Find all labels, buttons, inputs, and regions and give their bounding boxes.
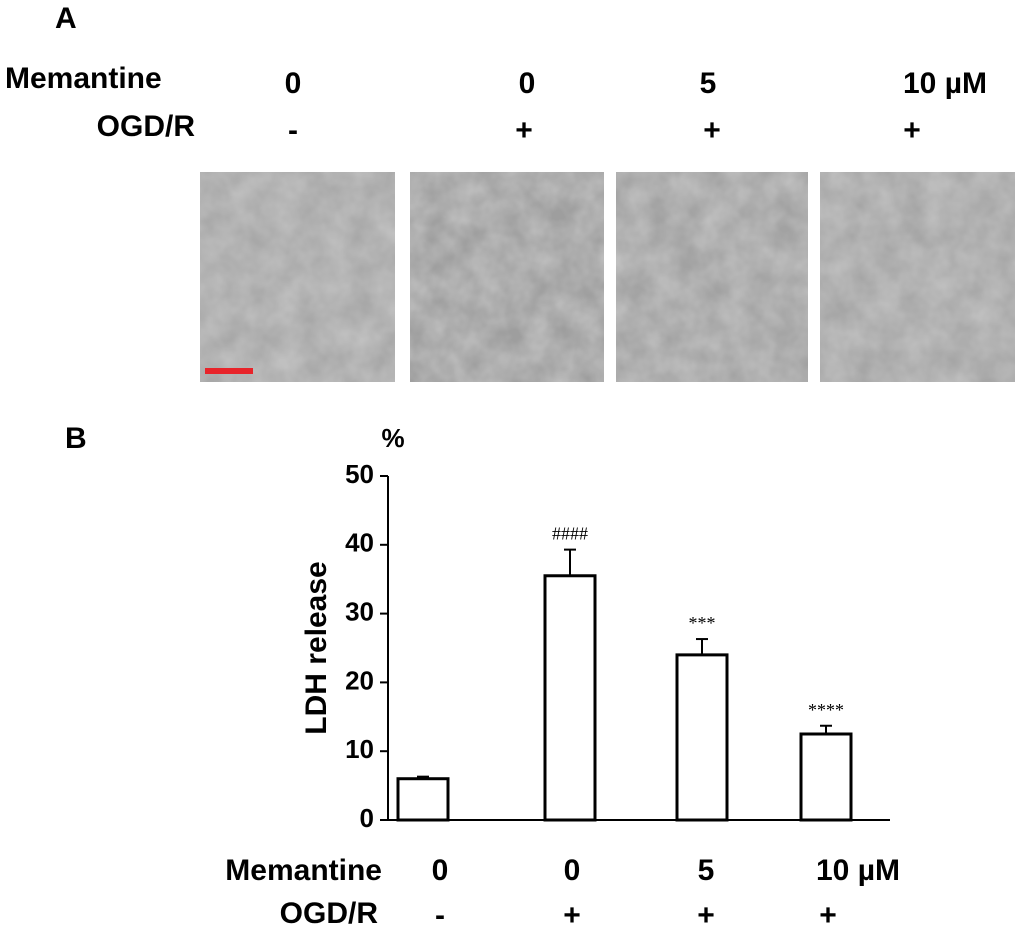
column-label: + [903, 114, 921, 147]
micrographs [200, 172, 1015, 382]
column-label: + [515, 114, 533, 147]
y-tick-label: 10 [345, 734, 374, 764]
panel-label: B [65, 422, 87, 455]
bar [543, 574, 597, 822]
column-label: 0 [519, 67, 536, 100]
x-tick-label: - [435, 899, 445, 932]
bar [799, 732, 853, 822]
x-tick-label: + [819, 899, 837, 932]
column-label: 10 µM [903, 67, 987, 100]
bar [675, 653, 729, 822]
panel-label: A [55, 2, 77, 35]
bar [396, 777, 450, 822]
row-name: Memantine [225, 854, 382, 887]
x-tick-label: 10 µM [816, 854, 900, 887]
y-axis-label: LDH release [300, 561, 333, 734]
row-name: Memantine [5, 62, 162, 95]
y-tick-label: 20 [345, 665, 374, 695]
row-name: OGD/R [97, 110, 196, 143]
significance: #### [552, 524, 588, 544]
scale-bar [205, 368, 253, 374]
y-tick-label: 50 [345, 459, 374, 489]
y-unit: % [381, 423, 404, 453]
y-tick-label: 40 [345, 528, 374, 558]
x-tick-label: + [697, 899, 715, 932]
x-tick-label: 5 [698, 854, 715, 887]
significance: **** [808, 700, 844, 720]
column-label: - [288, 114, 298, 147]
column-label: + [703, 114, 721, 147]
significance: *** [689, 613, 716, 633]
y-tick-label: 0 [360, 803, 374, 833]
column-label: 0 [285, 67, 302, 100]
y-tick-label: 30 [345, 596, 374, 626]
x-tick-label: + [563, 899, 581, 932]
row-name: OGD/R [280, 897, 379, 930]
column-label: 5 [700, 67, 717, 100]
x-tick-label: 0 [564, 854, 581, 887]
x-tick-label: 0 [432, 854, 449, 887]
